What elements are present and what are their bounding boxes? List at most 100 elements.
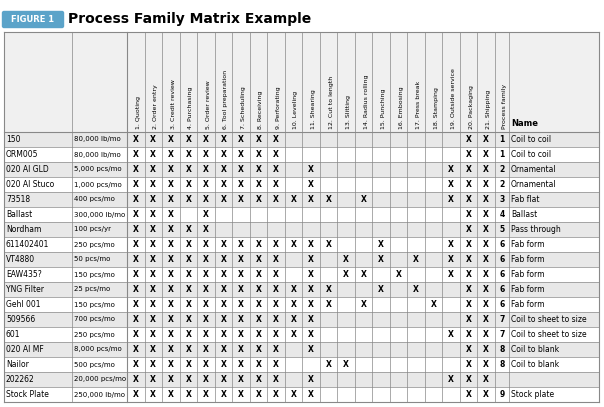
Bar [4,237,599,252]
Text: X: X [466,375,472,384]
Text: X: X [220,135,226,144]
Text: X: X [238,255,244,264]
Text: X: X [291,240,297,249]
Text: X: X [483,135,489,144]
Text: X: X [308,255,314,264]
Text: Fab form: Fab form [511,300,544,309]
Text: X: X [238,315,244,324]
Text: 20,000 pcs/mo: 20,000 pcs/mo [74,376,126,383]
Text: X: X [150,390,156,399]
Text: X: X [238,150,244,159]
Text: 020 Al GLD: 020 Al GLD [6,165,49,174]
Text: X: X [448,255,454,264]
Text: X: X [220,180,226,189]
Text: X: X [168,300,174,309]
Text: X: X [220,345,226,354]
Text: Coil to coil: Coil to coil [511,150,551,159]
Text: X: X [448,180,454,189]
Text: X: X [483,390,489,399]
Text: X: X [220,285,226,294]
Text: X: X [133,270,139,279]
Bar [4,267,599,282]
Text: X: X [291,195,297,204]
Bar [4,192,599,207]
Text: X: X [466,390,472,399]
Bar [4,297,599,312]
Text: Coil to coil: Coil to coil [511,135,551,144]
Text: X: X [220,270,226,279]
Text: X: X [483,360,489,369]
Text: X: X [185,135,191,144]
Text: Coil to blank: Coil to blank [511,345,559,354]
Text: 202262: 202262 [6,375,35,384]
Text: X: X [150,195,156,204]
Text: X: X [150,360,156,369]
Text: Gehl 001: Gehl 001 [6,300,40,309]
Text: X: X [150,210,156,219]
Text: 150 pcs/mo: 150 pcs/mo [74,302,115,308]
Text: 300,000 lb/mo: 300,000 lb/mo [74,212,125,217]
Text: X: X [185,360,191,369]
Text: X: X [326,360,332,369]
Text: X: X [378,255,384,264]
Text: X: X [378,285,384,294]
Bar [4,372,599,387]
Text: X: X [133,165,139,174]
Text: X: X [361,270,367,279]
Text: X: X [308,330,314,339]
Text: X: X [168,390,174,399]
Text: X: X [255,255,262,264]
Text: X: X [168,180,174,189]
Bar [4,387,599,402]
Text: X: X [238,345,244,354]
Text: X: X [361,300,367,309]
Text: Coil to blank: Coil to blank [511,360,559,369]
Bar [4,252,599,267]
Text: 12. Cut to length: 12. Cut to length [329,76,333,129]
Text: X: X [308,165,314,174]
Text: X: X [150,345,156,354]
Text: X: X [185,270,191,279]
Text: 9. Perforating: 9. Perforating [276,86,281,129]
Text: X: X [238,390,244,399]
Text: X: X [150,150,156,159]
Text: X: X [291,300,297,309]
Text: X: X [203,135,209,144]
Bar [4,342,599,357]
Text: X: X [220,150,226,159]
Text: X: X [168,360,174,369]
Text: X: X [273,345,279,354]
Text: X: X [203,195,209,204]
Text: X: X [448,375,454,384]
Text: 17. Press break: 17. Press break [416,81,421,129]
Text: 11. Shearing: 11. Shearing [311,89,316,129]
Text: X: X [220,375,226,384]
Text: X: X [133,330,139,339]
Text: 150 pcs/mo: 150 pcs/mo [74,271,115,278]
Text: X: X [168,255,174,264]
Text: X: X [326,240,332,249]
Bar [4,177,599,192]
Text: X: X [150,375,156,384]
Text: X: X [150,180,156,189]
Bar [4,162,599,177]
Text: 25 pcs/mo: 25 pcs/mo [74,287,111,293]
Text: X: X [483,195,489,204]
Text: X: X [168,285,174,294]
Text: X: X [291,285,297,294]
Text: X: X [273,315,279,324]
Text: X: X [168,240,174,249]
Text: X: X [133,150,139,159]
Text: 020 Al Stuco: 020 Al Stuco [6,180,54,189]
Text: X: X [168,225,174,234]
Text: X: X [483,255,489,264]
Text: 80,000 lb/mo: 80,000 lb/mo [74,136,121,142]
Text: VT4880: VT4880 [6,255,35,264]
Text: Fab form: Fab form [511,285,544,294]
Text: X: X [361,195,367,204]
Text: X: X [483,180,489,189]
Text: X: X [168,150,174,159]
Text: X: X [466,225,472,234]
Text: X: X [185,285,191,294]
Text: X: X [466,195,472,204]
